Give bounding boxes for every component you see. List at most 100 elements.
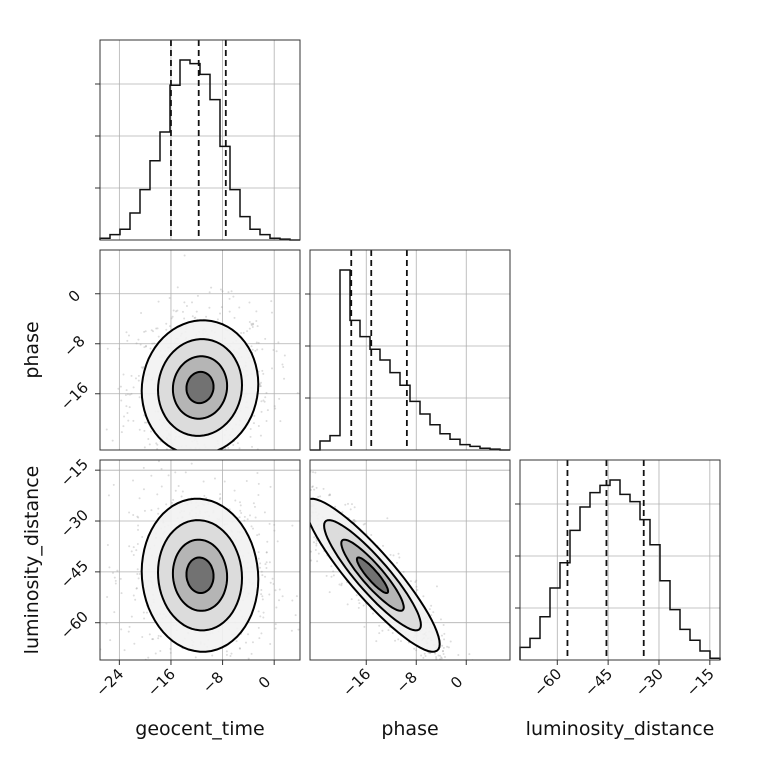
sample-point bbox=[310, 559, 313, 562]
sample-point bbox=[154, 707, 156, 709]
sample-point bbox=[265, 420, 268, 423]
sample-point bbox=[434, 652, 437, 655]
sample-point bbox=[185, 304, 188, 307]
sample-point bbox=[483, 705, 485, 707]
sample-point bbox=[239, 457, 241, 459]
sample-point bbox=[112, 483, 115, 486]
axes-frame bbox=[99, 249, 301, 451]
sample-point bbox=[219, 312, 222, 315]
sample-point bbox=[134, 377, 137, 380]
sample-point bbox=[220, 476, 222, 478]
sample-point bbox=[250, 324, 253, 327]
sample-point bbox=[152, 638, 155, 641]
axes-frame bbox=[309, 249, 511, 451]
panel-content bbox=[272, 420, 485, 707]
sample-point bbox=[190, 462, 193, 465]
sample-point bbox=[470, 699, 472, 701]
sample-point bbox=[171, 501, 174, 504]
sample-point bbox=[357, 606, 360, 609]
sample-point bbox=[147, 438, 150, 441]
sample-point bbox=[322, 487, 325, 490]
sample-point bbox=[274, 623, 277, 626]
sample-point bbox=[243, 519, 246, 522]
sample-point bbox=[330, 565, 333, 568]
sample-point bbox=[137, 577, 140, 580]
sample-point bbox=[364, 522, 367, 525]
sample-point bbox=[174, 489, 177, 492]
sample-point bbox=[259, 434, 262, 437]
sample-point bbox=[257, 626, 260, 629]
sample-point bbox=[165, 474, 167, 476]
sample-point bbox=[180, 495, 183, 498]
sample-point bbox=[302, 507, 304, 509]
sample-point bbox=[217, 696, 219, 698]
sample-point bbox=[397, 638, 400, 641]
sample-point bbox=[96, 383, 98, 385]
sample-point bbox=[272, 466, 274, 468]
sample-point bbox=[257, 557, 260, 560]
sample-point bbox=[290, 495, 292, 497]
sample-point bbox=[291, 420, 293, 422]
sample-point bbox=[170, 317, 173, 320]
sample-point bbox=[135, 549, 138, 552]
sample-point bbox=[238, 306, 241, 309]
histogram-step-luminosity_distance bbox=[519, 479, 721, 660]
sample-point bbox=[269, 643, 272, 646]
sample-point bbox=[439, 669, 441, 671]
sample-point bbox=[295, 480, 297, 482]
sample-point bbox=[157, 300, 160, 303]
sample-point bbox=[437, 678, 439, 680]
sample-point bbox=[120, 628, 123, 631]
sample-point bbox=[200, 452, 202, 454]
sample-point bbox=[439, 618, 442, 621]
sample-point bbox=[259, 385, 262, 388]
sample-point bbox=[109, 639, 112, 642]
sample-point bbox=[202, 455, 204, 457]
sample-point bbox=[93, 508, 95, 510]
sample-point bbox=[250, 525, 253, 528]
sample-point bbox=[157, 637, 160, 640]
y-tick-label: −45 bbox=[57, 557, 92, 592]
sample-point bbox=[212, 464, 214, 466]
sample-point bbox=[255, 341, 258, 344]
sample-point bbox=[424, 654, 427, 657]
sample-point bbox=[119, 577, 122, 580]
sample-point bbox=[277, 341, 280, 344]
sample-point bbox=[244, 641, 247, 644]
sample-point bbox=[248, 327, 251, 330]
sample-point bbox=[473, 664, 475, 666]
sample-point bbox=[139, 457, 141, 459]
contour-line bbox=[156, 519, 244, 632]
sample-point bbox=[375, 640, 378, 643]
sample-point bbox=[429, 652, 432, 655]
sample-point bbox=[135, 587, 138, 590]
sample-point bbox=[305, 485, 307, 487]
sample-point bbox=[255, 310, 258, 313]
sample-point bbox=[283, 377, 286, 380]
sample-point bbox=[128, 545, 131, 548]
sample-point bbox=[130, 374, 133, 377]
sample-point bbox=[270, 311, 273, 314]
sample-point bbox=[106, 596, 109, 599]
sample-point bbox=[191, 675, 193, 677]
density-fill bbox=[186, 557, 214, 593]
sample-point bbox=[141, 668, 143, 670]
sample-point bbox=[176, 286, 179, 289]
sample-point bbox=[159, 635, 162, 638]
sample-point bbox=[316, 560, 319, 563]
sample-point bbox=[402, 570, 405, 573]
sample-point bbox=[260, 410, 263, 413]
sample-point bbox=[352, 519, 355, 522]
sample-point bbox=[240, 462, 242, 464]
sample-point bbox=[415, 649, 418, 652]
sample-point bbox=[275, 606, 278, 609]
sample-point bbox=[305, 508, 307, 510]
sample-point bbox=[232, 444, 235, 447]
sample-point bbox=[415, 585, 418, 588]
sample-point bbox=[423, 652, 426, 655]
sample-point bbox=[194, 656, 197, 659]
sample-point bbox=[448, 660, 450, 662]
axes-frame bbox=[99, 459, 301, 661]
sample-point bbox=[248, 320, 251, 323]
